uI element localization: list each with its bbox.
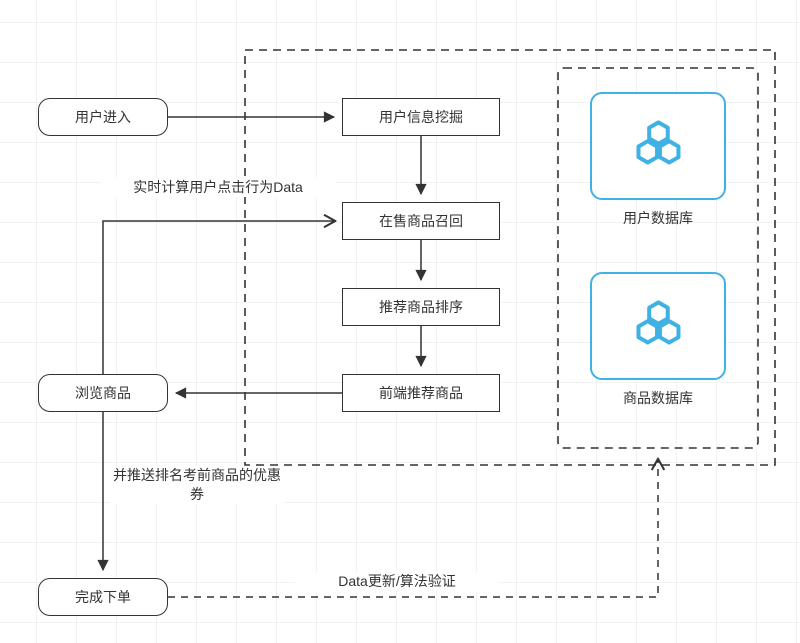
node-label: 用户进入	[75, 108, 131, 126]
database-icon	[625, 113, 692, 180]
node-frontend-recommend: 前端推荐商品	[342, 374, 500, 412]
edge-label-coupon: 并推送排名考前商品的优惠券	[110, 466, 284, 504]
node-label: 推荐商品排序	[379, 298, 463, 316]
database-icon	[625, 293, 692, 360]
node-label: 完成下单	[75, 588, 131, 606]
node-product-ranking: 推荐商品排序	[342, 288, 500, 326]
node-label: 前端推荐商品	[379, 384, 463, 402]
database-user-label: 用户数据库	[588, 208, 728, 228]
node-user-enter: 用户进入	[38, 98, 168, 136]
node-browse-products: 浏览商品	[38, 374, 168, 412]
node-user-mining: 用户信息挖掘	[342, 98, 500, 136]
node-complete-order: 完成下单	[38, 578, 168, 616]
flowchart-canvas: 用户进入 用户信息挖掘 在售商品召回 推荐商品排序 前端推荐商品 浏览商品 完成…	[0, 0, 800, 643]
edge-browse-to-recall	[103, 221, 334, 374]
edge-label-click-data: 实时计算用户点击行为Data	[101, 178, 335, 197]
node-label: 用户信息挖掘	[379, 108, 463, 126]
edge-label-data-update: Data更新/算法验证	[295, 572, 499, 591]
node-label: 浏览商品	[75, 384, 131, 402]
node-label: 在售商品召回	[379, 212, 463, 230]
database-product-label: 商品数据库	[588, 388, 728, 408]
node-product-recall: 在售商品召回	[342, 202, 500, 240]
